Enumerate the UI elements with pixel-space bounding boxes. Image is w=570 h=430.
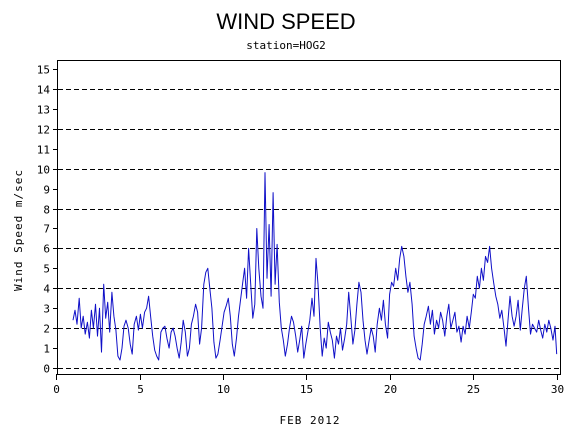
x-tick-label-10: 10: [217, 383, 230, 396]
wind-speed-series-line: [72, 172, 558, 361]
x-axis: 0 5 10 15 20 25 30: [53, 374, 564, 396]
chart-title: WIND SPEED: [216, 9, 355, 34]
y-tick-label-8: 8: [43, 204, 50, 217]
x-tick-label-0: 0: [53, 383, 60, 396]
y-tick-label-13: 13: [37, 104, 50, 117]
x-tick-label-25: 25: [467, 383, 480, 396]
y-tick-label-0: 0: [43, 363, 50, 376]
chart-subtitle: station=HOG2: [246, 39, 325, 52]
y-tick-label-9: 9: [43, 184, 50, 197]
y-tick-label-4: 4: [43, 283, 50, 296]
y-tick-label-1: 1: [43, 343, 50, 356]
y-tick-label-14: 14: [37, 84, 51, 97]
reference-lines: [58, 89, 560, 369]
y-tick-label-11: 11: [37, 144, 50, 157]
x-axis-label: FEB 2012: [280, 414, 341, 427]
y-tick-label-2: 2: [43, 323, 50, 336]
y-tick-label-6: 6: [43, 243, 50, 256]
y-tick-label-10: 10: [37, 164, 50, 177]
y-tick-label-3: 3: [43, 303, 50, 316]
x-tick-label-30: 30: [551, 383, 564, 396]
y-tick-label-12: 12: [37, 124, 50, 137]
plot-frame: [57, 60, 561, 375]
y-tick-label-7: 7: [43, 223, 50, 236]
x-tick-label-20: 20: [384, 383, 397, 396]
x-tick-label-5: 5: [137, 383, 144, 396]
y-tick-label-15: 15: [37, 64, 50, 77]
y-tick-label-5: 5: [43, 263, 50, 276]
x-tick-label-15: 15: [300, 383, 313, 396]
y-axis-label: Wind Speed m/sec: [12, 169, 25, 291]
